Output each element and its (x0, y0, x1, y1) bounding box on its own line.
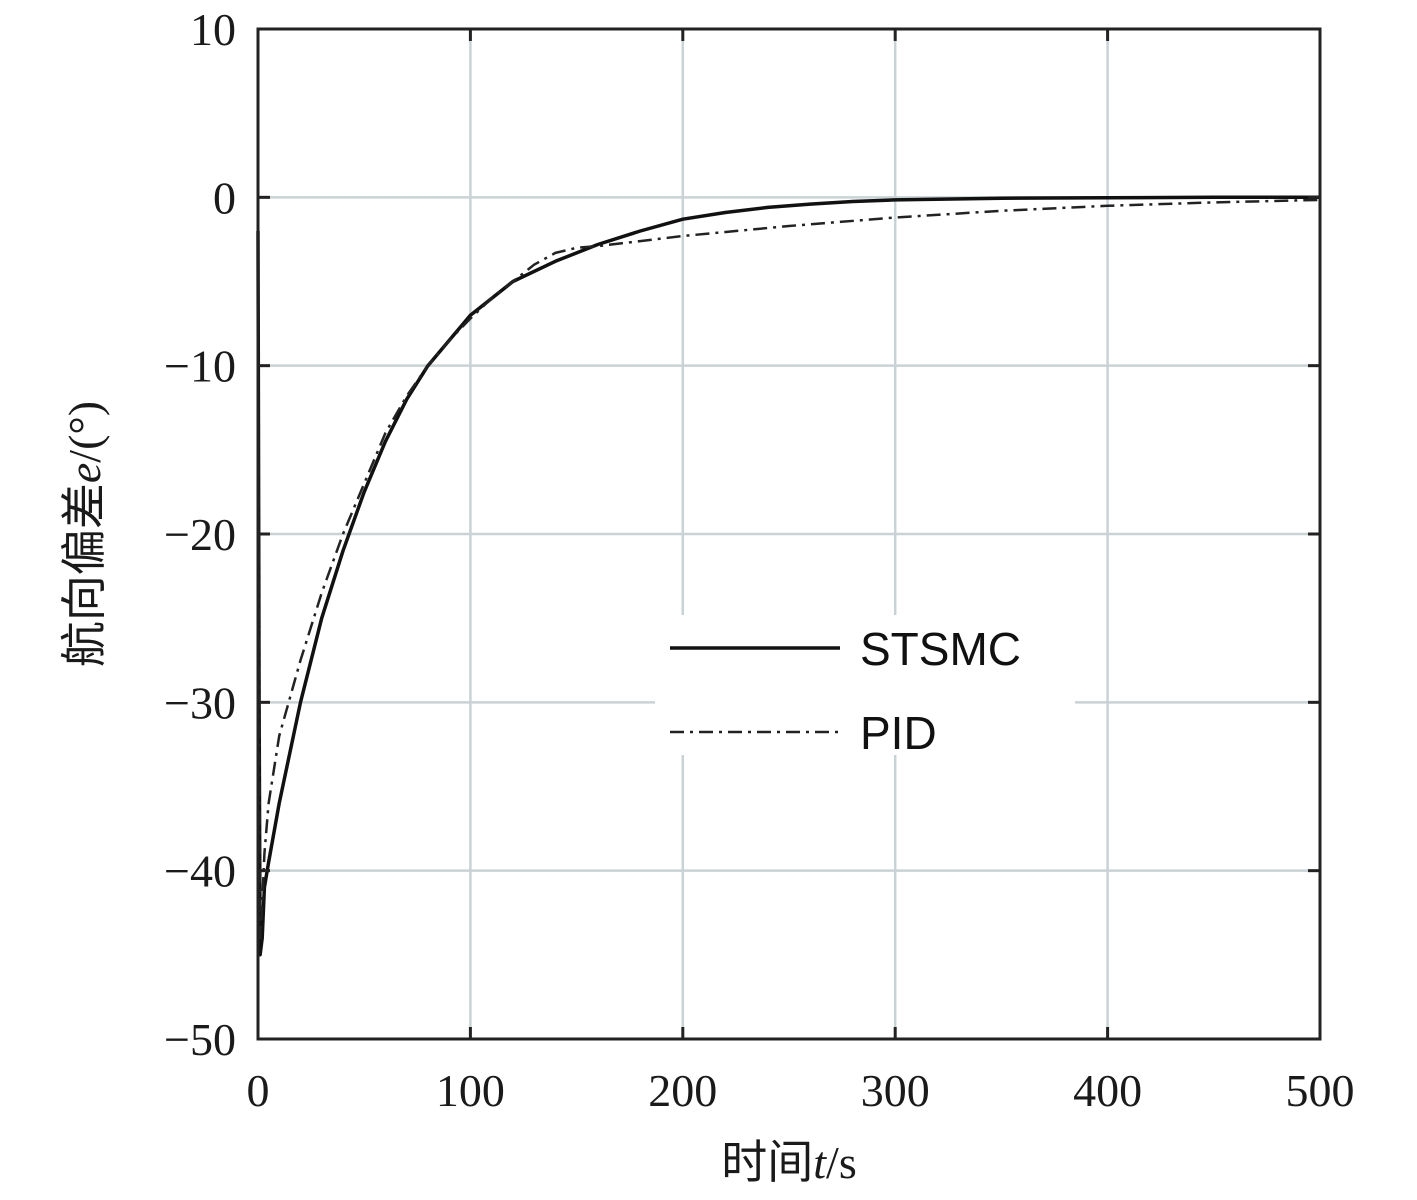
y-axis-title-unit: /(°) (59, 401, 110, 463)
y-axis-title-variable: e (59, 463, 110, 483)
x-axis-title: 时间t/s (721, 1137, 856, 1188)
x-tick-label: 100 (436, 1065, 505, 1116)
y-tick-label: −50 (164, 1014, 236, 1065)
x-axis-title-unit: /s (826, 1137, 857, 1188)
series-line-stsmc (256, 195, 1320, 957)
x-axis-title-variable: t (813, 1137, 827, 1188)
x-axis-title-prefix: 时间 (721, 1137, 813, 1188)
y-axis-title: 航向偏差e/(°) (59, 401, 110, 667)
x-tick-label: 500 (1286, 1065, 1355, 1116)
y-tick-label: −40 (164, 846, 236, 897)
series-line-pid (256, 198, 1321, 940)
y-tick-label: −10 (164, 341, 236, 392)
legend-label-stsmc: STSMC (860, 623, 1021, 675)
y-tick-label: −30 (164, 677, 236, 728)
legend: STSMC PID (655, 615, 1075, 759)
x-tick-label: 200 (648, 1065, 717, 1116)
y-tick-label: 0 (213, 172, 236, 223)
x-tick-label: 300 (861, 1065, 930, 1116)
x-tick-label: 0 (247, 1065, 270, 1116)
y-tick-label: 10 (190, 4, 236, 55)
x-tick-label: 400 (1073, 1065, 1142, 1116)
legend-background (655, 615, 1075, 755)
legend-label-pid: PID (860, 707, 937, 759)
y-axis-title-prefix: 航向偏差 (59, 483, 110, 667)
y-tick-label: −20 (164, 509, 236, 560)
series-layer (256, 195, 1321, 957)
